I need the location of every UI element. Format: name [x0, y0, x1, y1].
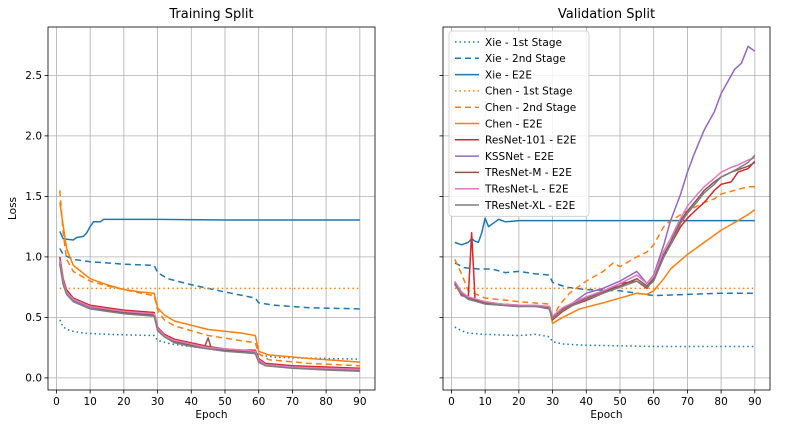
series-line-xie-1st-stage [59, 319, 360, 360]
series-group [59, 190, 360, 372]
x-tick-label: 10 [478, 396, 491, 408]
legend-label: TResNet-XL - E2E [484, 200, 575, 212]
series-line-resnet-101-e2e [59, 256, 360, 369]
chart-1: 0 10 20 30 40 50 60 70 80 90 0.0 0.5 1.0 1.5 2.0 2.5 Tra… [7, 7, 376, 421]
series-line-tresnet-l-e2e [59, 260, 360, 371]
x-tick-label: 80 [319, 396, 332, 408]
x-tick-label: 60 [647, 396, 660, 408]
x-axis-label: Epoch [195, 409, 227, 421]
x-tick-label: 50 [613, 396, 626, 408]
series-line-xie-2nd-stage [59, 248, 360, 310]
y-tick-label: 0.5 [25, 312, 42, 324]
x-tick-label: 90 [748, 396, 761, 408]
legend-box [448, 30, 590, 217]
axes-frame [47, 26, 376, 391]
series-line-xie-1st-stage [454, 326, 755, 348]
x-tick-label: 80 [714, 396, 727, 408]
series-line-tresnet-xl-e2e [59, 264, 360, 372]
legend-label: Xie - 1st Stage [485, 37, 562, 49]
x-tick-label: 60 [252, 396, 265, 408]
y-tick-label: 0.0 [25, 373, 42, 385]
x-tick-label: 20 [117, 396, 130, 408]
legend-label: Chen - 2nd Stage [485, 102, 576, 114]
series-line-xie-e2e [454, 217, 755, 246]
x-axis-label: Epoch [590, 409, 622, 421]
legend-label: Xie - 2nd Stage [485, 53, 566, 65]
series-line-tresnet-l-e2e [454, 156, 756, 317]
legend-label: TResNet-M - E2E [484, 167, 572, 179]
series-line-chen-e2e [454, 209, 756, 325]
series-line-tresnet-xl-e2e [454, 154, 756, 320]
x-tick-label: 40 [185, 396, 198, 408]
legend-label: ResNet-101 - E2E [485, 135, 576, 147]
x-tick-label: 20 [512, 396, 525, 408]
x-tick-label: 70 [681, 396, 694, 408]
x-tick-label: 30 [151, 396, 164, 408]
series-line-chen-2nd-stage [59, 190, 360, 367]
legend-label: Chen - 1st Stage [485, 86, 573, 98]
x-tick-label: 90 [353, 396, 366, 408]
legend-label: KSSNet - E2E [485, 151, 554, 163]
y-tick-label: 2.0 [25, 131, 42, 143]
y-tick-label: 2.5 [25, 70, 42, 82]
x-tick-label: 0 [448, 396, 455, 408]
series-line-tresnet-m-e2e [59, 261, 360, 371]
legend: Xie - 1st Stage Xie - 2nd Stage Xie - E2E C… [448, 30, 590, 217]
legend-label: Chen - E2E [485, 118, 543, 130]
x-tick-label: 70 [286, 396, 299, 408]
series-group [454, 45, 756, 348]
x-tick-label: 30 [546, 396, 559, 408]
x-tick-label: 10 [83, 396, 96, 408]
chart-2: 0 10 20 30 40 50 60 70 80 90 Validation Split Epoch… [439, 7, 771, 421]
series-line-xie-e2e [59, 218, 360, 241]
x-tick-label: 40 [580, 396, 593, 408]
series-line-chen-2nd-stage [454, 185, 755, 320]
x-tick-label: 50 [218, 396, 231, 408]
legend-label: TResNet-L - E2E [484, 184, 569, 196]
axes-frame [442, 26, 771, 391]
series-line-kssnet-e2e [59, 262, 360, 371]
chart-title: Validation Split [558, 7, 655, 22]
chart-title: Training Split [168, 7, 253, 22]
series-line-chen-e2e [59, 202, 360, 363]
series-line-xie-2nd-stage [454, 262, 755, 297]
x-tick-label: 0 [53, 396, 60, 408]
legend-label: Xie - E2E [485, 69, 532, 81]
y-tick-label: 1.0 [25, 252, 42, 264]
y-tick-label: 1.5 [25, 191, 42, 203]
y-axis-label: Loss [7, 197, 19, 220]
